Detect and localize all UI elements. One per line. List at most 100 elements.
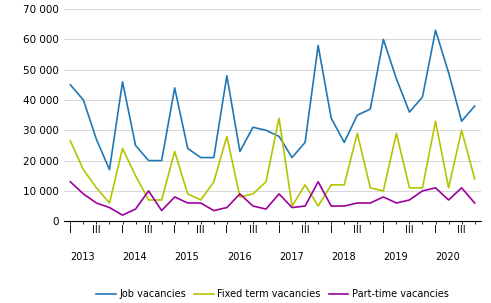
Job vacancies — [250, 125, 256, 129]
Fixed term vacancies — [159, 198, 164, 202]
Job vacancies — [224, 74, 230, 78]
Part-time vacancies — [224, 206, 230, 209]
Fixed term vacancies — [133, 174, 138, 178]
Fixed term vacancies — [302, 183, 308, 187]
Job vacancies — [367, 107, 373, 111]
Part-time vacancies — [472, 201, 478, 205]
Job vacancies — [107, 168, 112, 171]
Fixed term vacancies — [381, 189, 386, 193]
Part-time vacancies — [67, 180, 73, 184]
Part-time vacancies — [315, 180, 321, 184]
Fixed term vacancies — [120, 147, 126, 150]
Fixed term vacancies — [237, 195, 243, 199]
Part-time vacancies — [328, 204, 334, 208]
Part-time vacancies — [419, 189, 425, 193]
Job vacancies — [120, 80, 126, 84]
Job vacancies — [67, 83, 73, 87]
Job vacancies — [172, 86, 178, 90]
Fixed term vacancies — [328, 183, 334, 187]
Text: 2015: 2015 — [175, 252, 199, 262]
Job vacancies — [289, 156, 295, 159]
Part-time vacancies — [302, 204, 308, 208]
Fixed term vacancies — [446, 186, 452, 190]
Part-time vacancies — [133, 207, 138, 211]
Job vacancies — [198, 156, 204, 159]
Part-time vacancies — [93, 201, 99, 205]
Job vacancies — [393, 77, 399, 81]
Fixed term vacancies — [263, 180, 269, 184]
Job vacancies — [433, 28, 438, 32]
Fixed term vacancies — [433, 119, 438, 123]
Part-time vacancies — [250, 204, 256, 208]
Job vacancies — [133, 144, 138, 147]
Part-time vacancies — [107, 206, 112, 209]
Job vacancies — [341, 141, 347, 144]
Job vacancies — [328, 116, 334, 120]
Part-time vacancies — [355, 201, 360, 205]
Job vacancies — [381, 38, 386, 41]
Job vacancies — [237, 150, 243, 153]
Line: Part-time vacancies: Part-time vacancies — [70, 182, 475, 215]
Fixed term vacancies — [185, 192, 191, 196]
Job vacancies — [159, 159, 164, 162]
Job vacancies — [276, 135, 282, 138]
Job vacancies — [407, 110, 412, 114]
Fixed term vacancies — [407, 186, 412, 190]
Fixed term vacancies — [250, 192, 256, 196]
Part-time vacancies — [446, 198, 452, 202]
Text: 2020: 2020 — [436, 252, 460, 262]
Fixed term vacancies — [146, 198, 152, 202]
Job vacancies — [146, 159, 152, 162]
Text: 2017: 2017 — [279, 252, 304, 262]
Line: Fixed term vacancies: Fixed term vacancies — [70, 118, 475, 206]
Part-time vacancies — [459, 186, 464, 190]
Job vacancies — [419, 95, 425, 99]
Part-time vacancies — [81, 192, 86, 196]
Text: 2019: 2019 — [383, 252, 408, 262]
Job vacancies — [302, 141, 308, 144]
Job vacancies — [355, 113, 360, 117]
Part-time vacancies — [263, 207, 269, 211]
Part-time vacancies — [159, 209, 164, 212]
Fixed term vacancies — [459, 128, 464, 132]
Job vacancies — [211, 156, 217, 159]
Part-time vacancies — [198, 201, 204, 205]
Part-time vacancies — [367, 201, 373, 205]
Fixed term vacancies — [472, 177, 478, 181]
Part-time vacancies — [341, 204, 347, 208]
Fixed term vacancies — [393, 132, 399, 135]
Part-time vacancies — [172, 195, 178, 199]
Job vacancies — [93, 138, 99, 141]
Part-time vacancies — [381, 195, 386, 199]
Fixed term vacancies — [341, 183, 347, 187]
Fixed term vacancies — [224, 135, 230, 138]
Fixed term vacancies — [67, 139, 73, 143]
Fixed term vacancies — [367, 186, 373, 190]
Part-time vacancies — [185, 201, 191, 205]
Line: Job vacancies: Job vacancies — [70, 30, 475, 170]
Fixed term vacancies — [172, 150, 178, 153]
Part-time vacancies — [289, 206, 295, 209]
Part-time vacancies — [433, 186, 438, 190]
Text: 2013: 2013 — [70, 252, 95, 262]
Part-time vacancies — [237, 192, 243, 196]
Job vacancies — [459, 119, 464, 123]
Part-time vacancies — [393, 201, 399, 205]
Job vacancies — [81, 98, 86, 102]
Part-time vacancies — [211, 209, 217, 212]
Fixed term vacancies — [315, 204, 321, 208]
Legend: Job vacancies, Fixed term vacancies, Part-time vacancies: Job vacancies, Fixed term vacancies, Par… — [92, 285, 453, 303]
Text: 2016: 2016 — [227, 252, 251, 262]
Part-time vacancies — [407, 198, 412, 202]
Text: 2014: 2014 — [123, 252, 147, 262]
Fixed term vacancies — [198, 198, 204, 202]
Job vacancies — [446, 71, 452, 75]
Job vacancies — [185, 147, 191, 150]
Fixed term vacancies — [276, 116, 282, 120]
Job vacancies — [472, 104, 478, 108]
Text: 2018: 2018 — [331, 252, 356, 262]
Fixed term vacancies — [93, 186, 99, 190]
Fixed term vacancies — [355, 132, 360, 135]
Job vacancies — [315, 44, 321, 47]
Fixed term vacancies — [289, 204, 295, 208]
